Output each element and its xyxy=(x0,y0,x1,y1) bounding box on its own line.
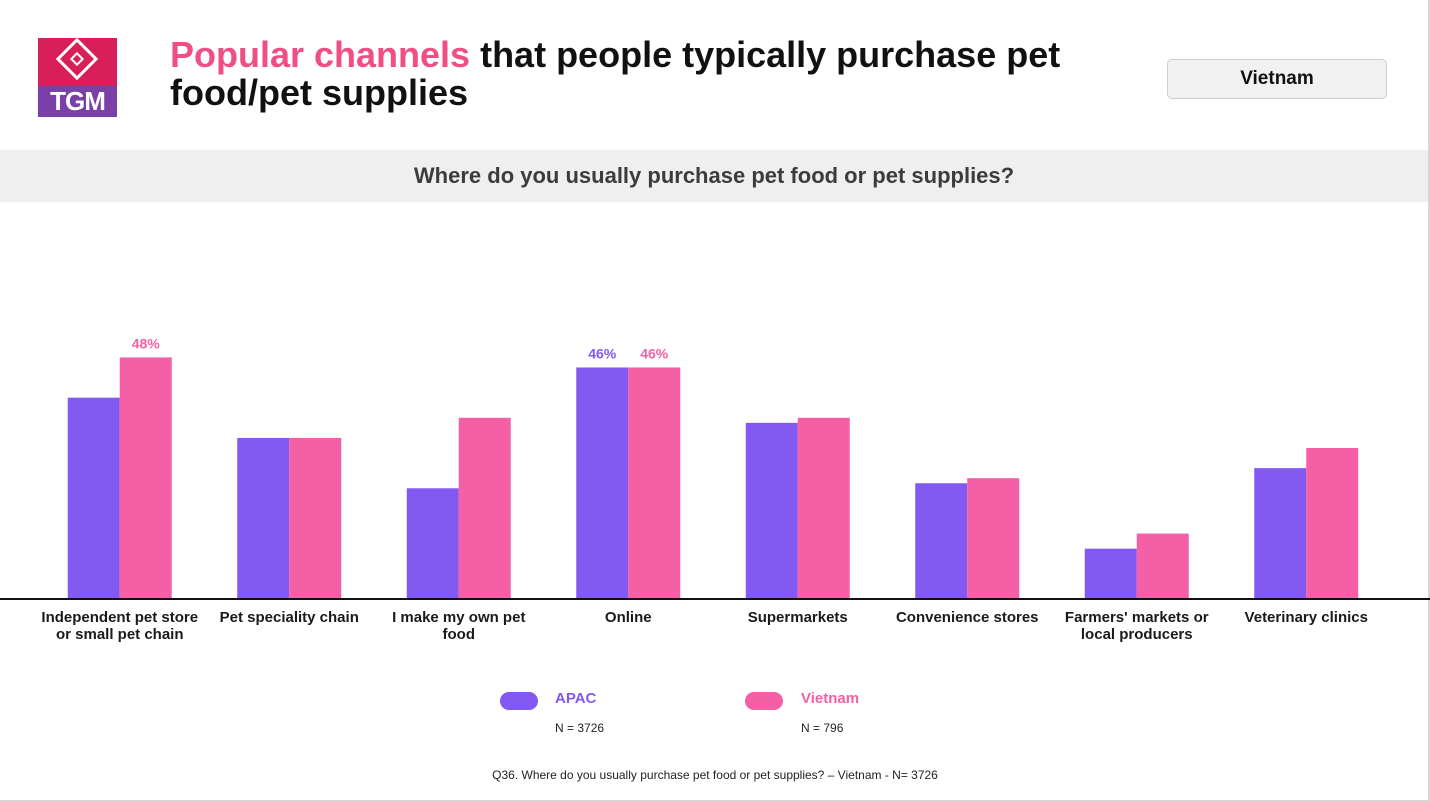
bar-vietnam-5 xyxy=(967,478,1020,599)
legend-n-apac: N = 3726 xyxy=(555,721,605,735)
legend-label-apac: APAC xyxy=(555,690,597,707)
category-label-5: Convenience stores xyxy=(896,609,1039,626)
category-label-7: Veterinary clinics xyxy=(1245,609,1368,626)
data-label-apac-3: 46% xyxy=(588,345,617,361)
question-banner: Where do you usually purchase pet food o… xyxy=(0,150,1428,202)
legend-n-vietnam: N = 796 xyxy=(801,721,844,735)
bar-apac-3 xyxy=(576,367,629,599)
bar-vietnam-1 xyxy=(289,437,342,599)
category-label-4: Supermarkets xyxy=(748,609,848,626)
bar-vietnam-0 xyxy=(119,357,172,599)
bar-vietnam-4 xyxy=(797,417,850,599)
legend-swatch-apac xyxy=(500,692,538,710)
bar-apac-6 xyxy=(1084,548,1137,599)
title-rest: that people typically purchase pet food/… xyxy=(170,34,1061,113)
bar-vietnam-7 xyxy=(1306,448,1359,599)
bar-apac-5 xyxy=(915,483,968,599)
category-label-0: Independent pet store or small pet chain xyxy=(41,609,198,643)
bar-apac-0 xyxy=(67,397,120,599)
category-label-6: Farmers' markets or local producers xyxy=(1065,609,1209,643)
logo-text: TGM xyxy=(38,86,117,117)
data-label-vietnam-3: 46% xyxy=(640,345,669,361)
legend-label-vietnam: Vietnam xyxy=(801,690,860,707)
category-label-3: Online xyxy=(605,609,652,626)
bar-apac-1 xyxy=(237,437,290,599)
category-label-2: I make my own pet food xyxy=(392,609,525,643)
legend-swatch-vietnam xyxy=(745,692,783,710)
country-selector-button[interactable]: Vietnam xyxy=(1167,59,1387,99)
bar-vietnam-2 xyxy=(458,417,511,599)
bar-apac-7 xyxy=(1254,468,1307,599)
footnote: Q36. Where do you usually purchase pet f… xyxy=(492,768,938,782)
page-title: Popular channels that people typically p… xyxy=(170,36,1070,112)
data-label-vietnam-0: 48% xyxy=(132,335,161,351)
bar-vietnam-3 xyxy=(628,367,681,599)
bar-apac-4 xyxy=(745,422,798,599)
bar-apac-2 xyxy=(406,488,459,599)
bar-chart: 48% Independent pet store or small pet cha… xyxy=(0,335,1430,643)
tgm-logo: TGM xyxy=(38,37,117,117)
title-highlight: Popular channels xyxy=(170,34,471,75)
bar-vietnam-6 xyxy=(1136,533,1189,599)
diamond-icon xyxy=(55,37,99,81)
category-label-1: Pet speciality chain xyxy=(220,609,359,626)
logo-diamond-area xyxy=(38,37,117,86)
